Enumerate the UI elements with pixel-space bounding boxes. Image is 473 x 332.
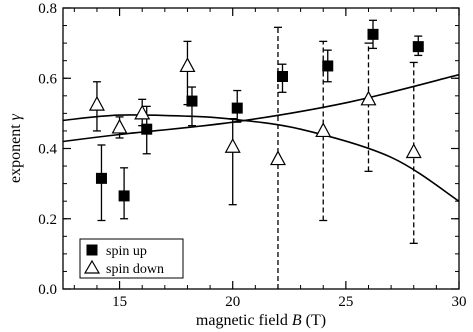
legend: spin up spin down [79,238,184,279]
data-point-spin-up [231,102,243,114]
legend-marker-spin-up [86,244,98,256]
x-tick-label: 25 [338,294,353,310]
data-point-spin-up [186,95,198,107]
data-point-spin-down [269,150,286,166]
y-axis-label-text: exponent [7,120,24,183]
legend-label: spin down [106,262,164,277]
y-tick-label: 0.2 [38,212,57,228]
data-markers [88,28,424,202]
x-axis-label: magnetic field B (T) [196,312,326,329]
fit-curves [63,73,459,202]
data-point-spin-up [276,70,288,82]
fit-curve-rising [63,73,459,143]
data-point-spin-down [405,143,422,159]
x-axis-label-unit: (T) [302,312,326,329]
data-point-spin-down [224,137,241,153]
x-tick-label: 15 [112,294,127,310]
legend-marker-spin-down [83,259,101,274]
data-point-spin-up [95,172,107,184]
data-point-spin-down [88,95,105,111]
data-point-spin-up [118,190,130,202]
legend-label: spin up [106,244,147,259]
x-tick-label: 30 [452,294,467,310]
data-point-spin-up [412,41,424,53]
fit-curve-falling [63,114,459,202]
x-tick-label: 20 [225,294,240,310]
data-point-spin-down [315,122,332,138]
data-point-spin-down [360,90,377,106]
y-axis-label: exponent γ [7,113,24,183]
y-tick-label: 0.4 [38,142,57,158]
y-tick-label: 0.6 [38,71,57,87]
data-point-spin-up [141,123,153,135]
axes: 15 20 25 30 0.0 0.2 0.4 0.6 0.8 magnetic field B … [7,1,467,329]
x-axis-label-text: magnetic field [196,312,292,329]
y-axis-label-var: γ [7,113,24,120]
data-point-spin-down [179,57,196,73]
x-axis-label-var: B [292,312,302,329]
data-point-spin-down [111,118,128,134]
data-point-spin-up [367,28,379,40]
y-tick-label: 0.0 [38,282,57,298]
y-tick-label: 0.8 [38,1,57,17]
data-point-spin-up [322,60,334,72]
data-point-spin-down [134,104,151,120]
